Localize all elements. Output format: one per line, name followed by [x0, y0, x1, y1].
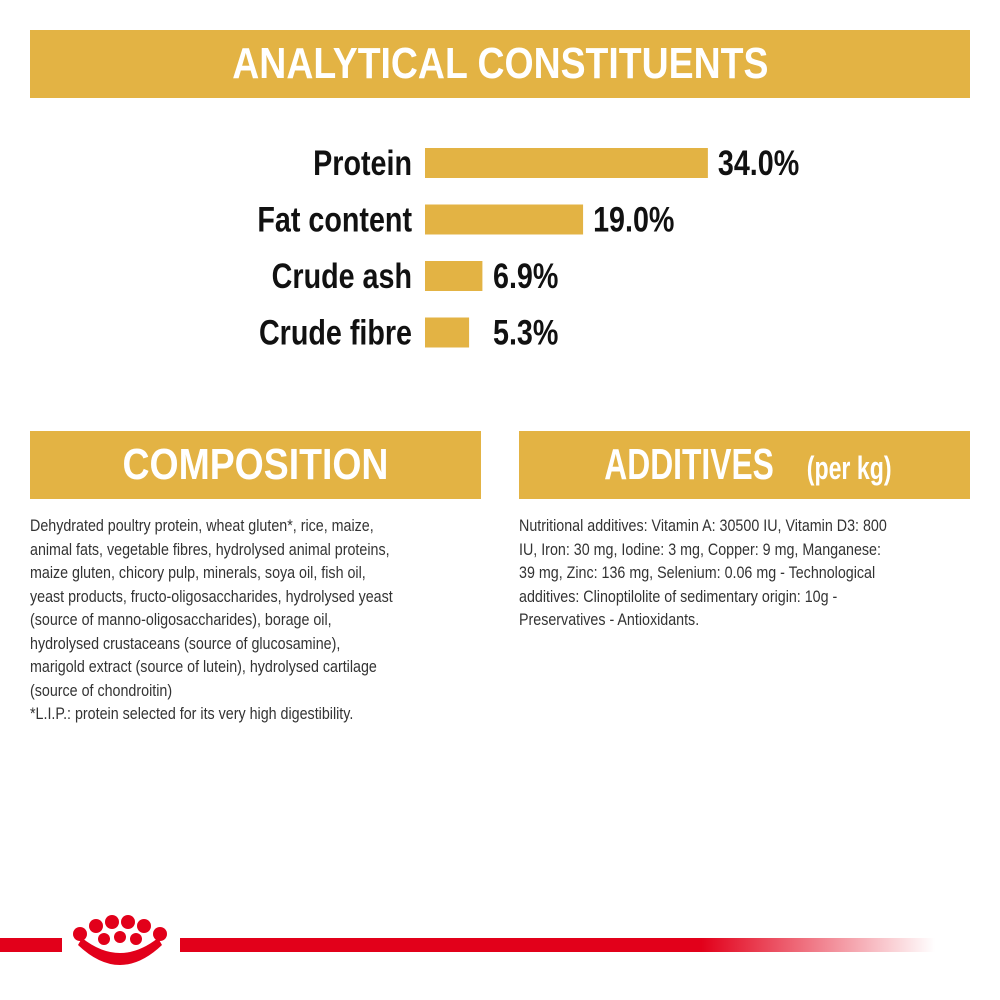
bar [425, 317, 470, 348]
category-label-group: Fat content [257, 200, 412, 239]
text-line: Dehydrated poultry protein, wheat gluten… [30, 516, 374, 535]
value-label: 34.0% [718, 143, 799, 182]
additives-text: Nutritional additives: Vitamin A: 30500 … [519, 514, 957, 632]
text-line: animal fats, vegetable fibres, hydrolyse… [30, 539, 390, 559]
chart-title-band: ANALYTICAL CONSTITUENTS [30, 30, 970, 98]
text-line: IU, Iron: 30 mg, Iodine: 3 mg, Copper: 9… [519, 539, 881, 559]
bar [425, 148, 708, 178]
text-line: (source of manno-oligosaccharides), bora… [30, 610, 332, 629]
additives-band: ADDITIVES (per kg) [519, 431, 970, 499]
value-label: 5.3% [493, 313, 558, 352]
value-label-group: 5.3% [493, 313, 558, 352]
additives-title: ADDITIVES [604, 440, 775, 489]
category-label-group: Crude ash [272, 256, 412, 295]
value-label-group: 34.0% [718, 143, 799, 182]
text-line: 39 mg, Zinc: 136 mg, Selenium: 0.06 mg -… [519, 563, 876, 582]
category-label: Fat content [257, 200, 412, 239]
text-line: Preservatives - Antioxidants. [519, 610, 700, 629]
value-label: 19.0% [593, 200, 674, 239]
text-line: maize gluten, chicory pulp, minerals, so… [30, 563, 366, 582]
text-line: yeast products, fructo-oligosaccharides,… [30, 586, 393, 606]
brand-logo [62, 915, 180, 970]
value-label: 6.9% [493, 256, 558, 295]
additives-title-suffix: (per kg) [807, 450, 892, 486]
category-label: Crude ash [272, 256, 412, 295]
value-label-group: 6.9% [493, 256, 558, 295]
text-line: hydrolysed crustaceans (source of glucos… [30, 633, 341, 653]
brand-line [0, 938, 935, 952]
text-line: additives: Clinoptilolite of sedimentary… [519, 586, 838, 606]
value-label-group: 19.0% [593, 200, 674, 239]
composition-title: COMPOSITION [122, 440, 389, 489]
composition-band: COMPOSITION [30, 431, 481, 499]
text-line: (source of chondroitin) [30, 680, 173, 700]
text-line: marigold extract (source of lutein), hyd… [30, 657, 377, 676]
text-line: Nutritional additives: Vitamin A: 30500 … [519, 516, 887, 535]
bar [425, 261, 483, 291]
category-label: Crude fibre [259, 313, 412, 352]
bar [425, 204, 584, 235]
category-label-group: Crude fibre [259, 313, 412, 352]
composition-text: Dehydrated poultry protein, wheat gluten… [30, 514, 462, 726]
chart-title: ANALYTICAL CONSTITUENTS [231, 39, 769, 88]
category-label-group: Protein [313, 143, 412, 182]
category-label: Protein [313, 143, 412, 182]
text-line: *L.I.P.: protein selected for its very h… [30, 704, 354, 723]
